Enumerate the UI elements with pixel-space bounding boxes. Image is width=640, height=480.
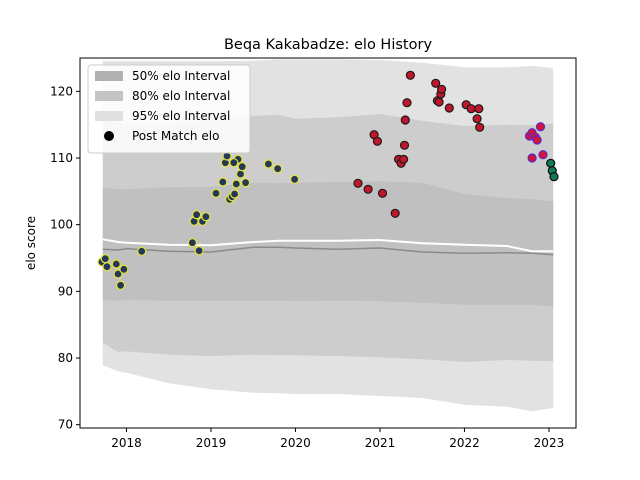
legend-label: 80% elo Interval [132,89,230,103]
legend-swatch [95,91,123,101]
data-point [290,174,300,184]
data-point [119,264,129,274]
data-point [353,178,363,188]
data-point [532,135,542,145]
band-50 [102,181,554,307]
x-tick-label: 2020 [280,436,311,450]
data-point [466,104,476,114]
data-point [363,184,373,194]
data-point [192,210,202,220]
data-point [434,97,444,107]
data-point [218,177,228,187]
legend: 50% elo Interval 80% elo Interval 95% elo … [87,64,251,154]
legend-marker [104,131,114,141]
data-point [402,98,412,108]
data-point [230,189,240,199]
data-point [273,164,283,174]
data-point [399,154,409,164]
x-axis: 2018 2019 2020 2021 2022 2023 [111,428,564,450]
legend-label: Post Match elo [132,129,219,143]
y-axis: 70 80 90 100 110 120 [50,84,80,432]
x-tick-label: 2021 [365,436,396,450]
mean-line [102,238,554,253]
data-point [235,169,246,179]
y-tick-label: 80 [58,351,73,365]
data-point [538,150,548,160]
data-point [194,246,204,256]
plot-frame [79,57,577,429]
legend-label: 50% elo Interval [132,69,230,83]
x-tick-label: 2022 [449,436,480,450]
data-point [229,158,239,168]
data-point [546,158,556,168]
data-point [187,238,197,248]
x-tick-label: 2018 [111,436,142,450]
y-tick-label: 120 [50,84,73,98]
data-point [437,84,447,94]
data-point [211,188,221,198]
data-point [102,262,112,272]
y-tick-label: 70 [58,418,73,432]
data-point [137,246,147,256]
data-point [111,259,121,269]
data-point [237,162,247,172]
chart-title: Beqa Kakabadze: elo History [224,37,432,53]
data-point [474,104,484,114]
y-tick-label: 100 [50,218,73,232]
data-point [241,178,251,188]
data-point [100,254,110,264]
legend-label: 95% elo Interval [132,109,230,123]
data-point [475,122,485,132]
data-point [201,212,211,222]
data-point [444,103,454,113]
data-point [527,153,537,163]
data-point [263,159,273,169]
data-point [390,208,400,218]
data-point [377,188,388,198]
x-tick-label: 2019 [196,436,227,450]
data-point [535,122,546,132]
data-point [400,115,410,125]
legend-swatch [95,111,123,121]
y-tick-label: 90 [58,284,73,298]
post-match-points [97,70,559,290]
data-point [405,70,415,80]
y-axis-label: elo score [24,216,38,270]
data-point [372,136,382,146]
legend-swatch [95,71,123,81]
y-tick-label: 110 [50,151,73,165]
data-point [113,269,123,279]
data-point [431,78,441,88]
data-point [231,179,241,189]
data-point [549,172,559,182]
data-point [399,140,410,150]
data-point [472,114,482,124]
x-tick-label: 2023 [534,436,565,450]
legend-box [87,64,251,154]
data-point [115,280,126,290]
